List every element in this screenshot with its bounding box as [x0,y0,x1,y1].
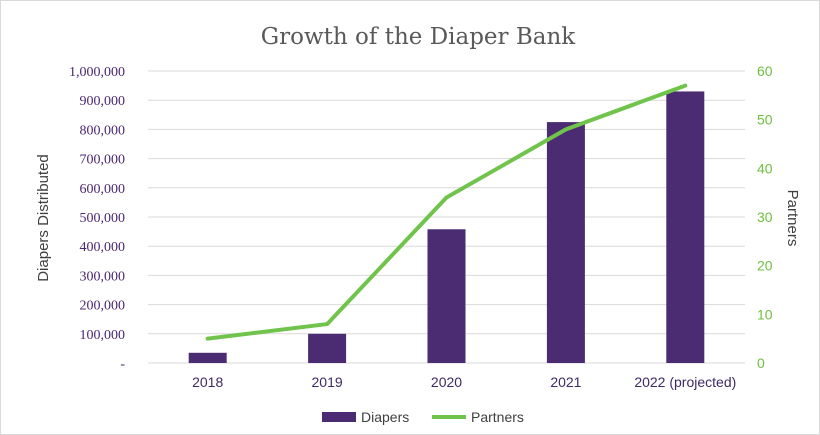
legend-label-partners: Partners [471,409,524,425]
x-tick-label: 2019 [312,374,343,390]
y-tick-label: 700,000 [80,153,126,168]
y2-tick-label: 30 [757,209,773,225]
bar-diapers [308,333,347,363]
y2-tick-label: 60 [757,63,773,79]
line-partners [205,83,688,341]
y2-tick-label: 10 [757,306,773,322]
y-tick-label: 200,000 [80,299,126,314]
y-tick-label: 900,000 [80,94,126,109]
y2-tick-label: 50 [757,112,773,128]
y2-axis-title: Partners [784,190,801,247]
left-axis-ticks: - 100,000 200,000 300,000 400,000 500,000 600,… [69,65,125,372]
y-tick-label: 300,000 [80,269,126,284]
x-axis-ticks: 2018 2019 2020 2021 2022 (projected) [192,374,736,390]
chart-title: Growth of the Diaper Bank [261,24,576,50]
x-tick-label: 2021 [550,374,581,390]
legend-swatch-diapers [322,412,356,422]
x-tick-label: 2022 (projected) [634,374,736,390]
x-tick-label: 2020 [431,374,462,390]
right-axis-ticks: 0 10 20 30 40 50 60 [757,63,773,371]
y-tick-label: 1,000,000 [69,65,125,80]
y2-tick-label: 20 [757,258,773,274]
y-tick-label: 600,000 [80,182,126,197]
y-axis-title: Diapers Distributed [35,154,52,282]
y-tick-label: - [120,357,125,372]
bar-diapers [666,91,705,363]
legend: Diapers Partners [322,409,524,425]
y-tick-label: 800,000 [80,123,126,138]
y-tick-label: 400,000 [80,240,126,255]
y-tick-label: 500,000 [80,211,126,226]
x-tick-label: 2018 [192,374,223,390]
y-tick-label: 100,000 [80,328,126,343]
bars-layer [188,91,705,363]
legend-label-diapers: Diapers [361,409,409,425]
bar-diapers [427,229,466,363]
y2-tick-label: 40 [757,160,773,176]
bar-diapers [546,122,585,363]
y2-tick-label: 0 [757,355,765,371]
line-layer [205,83,688,341]
bar-diapers [188,352,227,363]
